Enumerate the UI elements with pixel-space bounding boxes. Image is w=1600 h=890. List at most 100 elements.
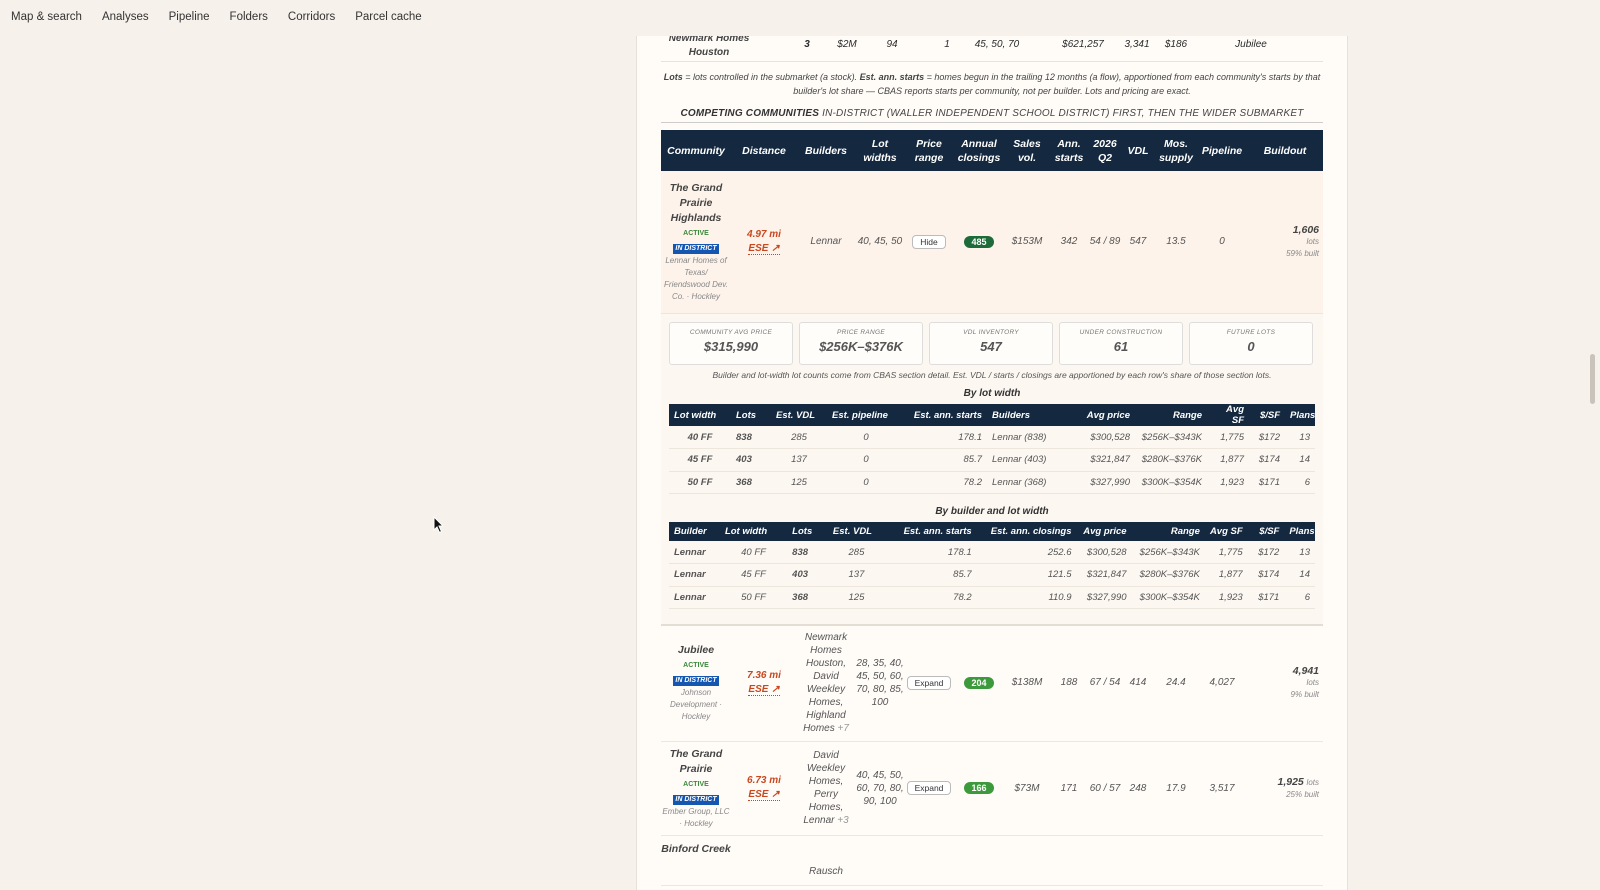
col-buildout[interactable]: Buildout — [1247, 130, 1323, 171]
developer: Lennar Homes of Texas/ Friendswood Dev. … — [664, 255, 728, 301]
distance-value: 7.36 mi — [747, 669, 781, 681]
col-est-ann-starts: Est. ann. starts — [905, 404, 987, 426]
direction-link[interactable]: ESE ↗ — [748, 242, 780, 255]
col-ppsf: $/SF — [1249, 404, 1285, 426]
community-row[interactable]: Jubilee ACTIVE IN DISTRICT Johnson Develop… — [661, 625, 1323, 742]
col-builder: Builder — [669, 522, 720, 541]
sales-vol-cell: $138M — [1005, 625, 1049, 742]
community-row[interactable]: The Grand Prairie ACTIVE IN DISTRICT Ember… — [661, 741, 1323, 836]
builder-widths: 45, 50, 70 — [974, 39, 1020, 50]
competing-communities-table: Community Distance Builders Lot widths P… — [661, 130, 1323, 886]
builder-starts: 1 — [944, 39, 950, 50]
nav-folders[interactable]: Folders — [229, 10, 268, 23]
col-pipeline[interactable]: Pipeline — [1197, 130, 1247, 171]
col-price-range[interactable]: Price range — [905, 130, 953, 171]
active-badge: ACTIVE — [683, 780, 709, 788]
active-badge: ACTIVE — [683, 661, 709, 669]
detail-note: Builder and lot-width lot counts come fr… — [712, 370, 1272, 380]
expand-button[interactable]: Expand — [906, 675, 952, 690]
col-ppsf: $/SF — [1247, 522, 1285, 541]
col-sales-vol[interactable]: Sales vol. — [1005, 130, 1049, 171]
community-name[interactable]: The Grand Prairie — [669, 747, 723, 775]
ann-starts-cell: 171 — [1049, 741, 1089, 836]
by-builder-title: By builder and lot width — [935, 506, 1049, 517]
builder-volume: $2M — [837, 39, 857, 50]
community-detail-panel: COMMUNITY AVG PRICE $315,990 PRICE RANGE $… — [661, 314, 1323, 626]
analysis-panel: Newmark Homes Houston 3 $2M 94 1 45, 50,… — [636, 36, 1348, 890]
expand-button[interactable]: Expand — [906, 781, 952, 795]
lot-widths-cell: 28, 35, 40, 45, 50, 60, 70, 80, 85, 100 — [855, 625, 905, 742]
closings-pill: 166 — [964, 782, 994, 794]
developer: Ember Group, LLC · Hockley — [662, 806, 730, 828]
builders-more[interactable]: +3 — [837, 815, 849, 826]
col-lot-widths[interactable]: Lot widths — [855, 130, 905, 171]
col-distance[interactable]: Distance — [731, 130, 797, 171]
closings-pill: 204 — [964, 676, 994, 689]
buildout-lots: 1,925 — [1277, 775, 1304, 788]
developer: Johnson Development · Hockley — [669, 687, 723, 721]
nav-analyses[interactable]: Analyses — [101, 10, 149, 23]
vdl-cell: 414 — [1121, 625, 1155, 742]
under-construction-card: UNDER CONSTRUCTION 61 — [1059, 322, 1183, 365]
table-header-row: Lot width Lots Est. VDL Est. pipeline Es… — [669, 404, 1315, 426]
table-row: 50 FF 368 125 0 78.2 Lennar (368) $327,990 $300… — [669, 471, 1315, 494]
builder-lot-width-table: Builder Lot width Lots Est. VDL Est. ann… — [669, 522, 1315, 609]
col-est-ann-closings: Est. ann. closings — [976, 522, 1077, 541]
community-row[interactable]: Binford Creek Rausch — [661, 835, 1323, 886]
lot-width-table: Lot width Lots Est. VDL Est. pipeline Es… — [669, 404, 1315, 494]
sales-vol-cell: $153M — [1005, 171, 1049, 314]
table-header-row: Builder Lot width Lots Est. VDL Est. ann… — [669, 522, 1315, 541]
builder-communities: 3 — [804, 39, 810, 50]
builder-top-community: Jubilee — [1235, 39, 1267, 50]
in-district-badge: IN DISTRICT — [673, 794, 719, 805]
nav-map-search[interactable]: Map & search — [11, 10, 82, 23]
community-row[interactable]: The Grand Prairie Highlands ACTIVE IN DIS… — [661, 171, 1323, 314]
community-name[interactable]: Binford Creek — [661, 842, 731, 855]
distance-value: 6.73 mi — [747, 775, 781, 786]
mos-supply-cell: 24.4 — [1155, 625, 1197, 742]
closings-pill: 485 — [964, 235, 994, 248]
col-lots: Lots — [731, 404, 771, 426]
builder-lots: 94 — [886, 39, 898, 50]
builders-more[interactable]: +7 — [837, 722, 849, 734]
mouse-cursor-icon — [433, 516, 445, 534]
builder-avg-price: $621,257 — [1062, 39, 1104, 50]
builders-cell: David Weekley Homes, Perry Homes, Lennar — [803, 750, 846, 826]
in-district-badge: IN DISTRICT — [673, 243, 719, 254]
col-est-pipeline: Est. pipeline — [827, 404, 905, 426]
ann-starts-cell: 188 — [1049, 625, 1089, 742]
direction-link[interactable]: ESE ↗ — [748, 683, 780, 696]
table-row: Lennar 50 FF 368 125 78.2 110.9 $327,990 $300K–… — [669, 586, 1315, 609]
community-name[interactable]: Jubilee — [677, 643, 715, 656]
col-mos-supply[interactable]: Mos. supply — [1155, 130, 1197, 171]
col-vdl[interactable]: VDL — [1121, 130, 1155, 171]
col-est-vdl: Est. VDL — [827, 522, 885, 541]
table-header-row: Community Distance Builders Lot widths P… — [661, 130, 1323, 171]
buildout-lots: 1,606 — [1292, 223, 1319, 236]
col-builders[interactable]: Builders — [797, 130, 855, 171]
nav-parcel-cache[interactable]: Parcel cache — [355, 10, 422, 23]
vdl-cell: 547 — [1121, 171, 1155, 314]
distance-value: 4.97 mi — [747, 228, 781, 240]
future-lots-card: FUTURE LOTS 0 — [1189, 322, 1313, 365]
col-annual-closings[interactable]: Annual closings — [953, 130, 1005, 171]
col-avg-price: Avg price — [1076, 522, 1132, 541]
col-builders: Builders — [987, 404, 1075, 426]
page-scrollbar[interactable] — [1590, 354, 1595, 404]
builder-ppsf: $186 — [1164, 39, 1188, 50]
table-row: 40 FF 838 285 0 178.1 Lennar (838) $300,528 $25… — [669, 426, 1315, 449]
hide-button[interactable]: Hide — [912, 234, 946, 249]
col-ann-starts[interactable]: Ann. starts — [1049, 130, 1089, 171]
col-community[interactable]: Community — [661, 130, 731, 171]
col-est-vdl: Est. VDL — [771, 404, 827, 426]
community-name[interactable]: The Grand Prairie Highlands — [669, 181, 723, 224]
mos-supply-cell: 13.5 — [1155, 171, 1197, 314]
lots-label: lots — [1306, 677, 1319, 687]
table-row: Lennar 40 FF 838 285 178.1 252.6 $300,528 $256K… — [669, 541, 1315, 564]
nav-corridors[interactable]: Corridors — [287, 10, 336, 23]
col-2026-q2[interactable]: 2026 Q2 — [1089, 130, 1121, 171]
nav-pipeline[interactable]: Pipeline — [168, 10, 210, 23]
col-plans: Plans — [1285, 404, 1315, 426]
direction-link[interactable]: ESE ↗ — [748, 789, 780, 801]
col-avg-sf: Avg SF — [1204, 522, 1248, 541]
